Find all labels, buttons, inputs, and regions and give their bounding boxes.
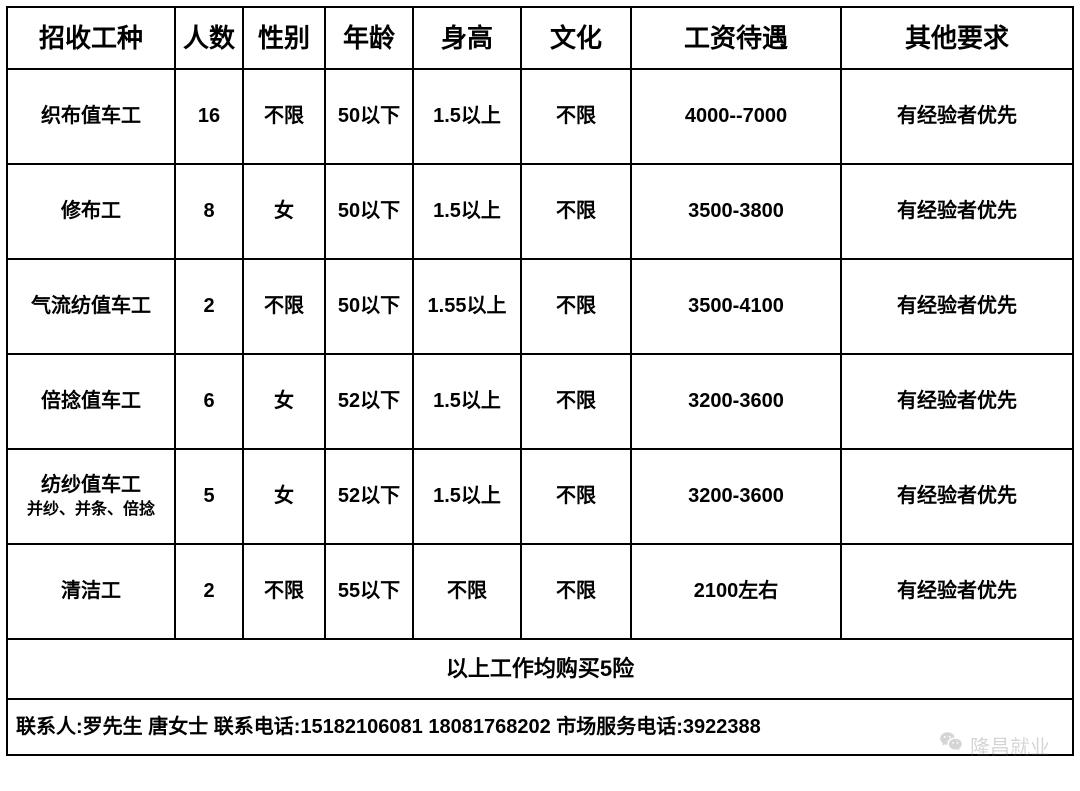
cell-other: 有经验者优先 <box>841 259 1073 354</box>
cell-gender: 不限 <box>243 69 325 164</box>
table-row: 织布值车工16不限50以下1.5以上不限4000--7000有经验者优先 <box>7 69 1073 164</box>
col-job: 招收工种 <box>7 7 175 69</box>
note-row: 以上工作均购买5险 <box>7 639 1073 699</box>
cell-height: 1.55以上 <box>413 259 521 354</box>
cell-gender: 女 <box>243 449 325 544</box>
cell-gender: 不限 <box>243 544 325 639</box>
cell-height: 1.5以上 <box>413 354 521 449</box>
cell-count: 6 <box>175 354 243 449</box>
cell-other: 有经验者优先 <box>841 449 1073 544</box>
job-subtitle: 并纱、并条、倍捻 <box>10 500 172 520</box>
cell-salary: 4000--7000 <box>631 69 841 164</box>
cell-gender: 女 <box>243 354 325 449</box>
job-title: 倍捻值车工 <box>41 390 141 412</box>
cell-job: 修布工 <box>7 164 175 259</box>
table-row: 清洁工2不限55以下不限不限2100左右有经验者优先 <box>7 544 1073 639</box>
cell-edu: 不限 <box>521 544 631 639</box>
col-gender: 性别 <box>243 7 325 69</box>
cell-height: 1.5以上 <box>413 449 521 544</box>
cell-salary: 2100左右 <box>631 544 841 639</box>
cell-count: 2 <box>175 259 243 354</box>
cell-salary: 3200-3600 <box>631 449 841 544</box>
cell-age: 50以下 <box>325 259 413 354</box>
contact-row: 联系人:罗先生 唐女士 联系电话:15182106081 18081768202… <box>7 699 1073 755</box>
job-title: 纺纱值车工 <box>41 474 141 496</box>
col-height: 身高 <box>413 7 521 69</box>
cell-age: 52以下 <box>325 354 413 449</box>
cell-edu: 不限 <box>521 69 631 164</box>
col-other: 其他要求 <box>841 7 1073 69</box>
cell-salary: 3200-3600 <box>631 354 841 449</box>
cell-count: 8 <box>175 164 243 259</box>
job-title: 清洁工 <box>61 580 121 602</box>
cell-height: 不限 <box>413 544 521 639</box>
cell-other: 有经验者优先 <box>841 544 1073 639</box>
cell-age: 55以下 <box>325 544 413 639</box>
cell-height: 1.5以上 <box>413 164 521 259</box>
note-cell: 以上工作均购买5险 <box>7 639 1073 699</box>
col-age: 年龄 <box>325 7 413 69</box>
job-title: 气流纺值车工 <box>31 295 151 317</box>
job-title: 织布值车工 <box>41 105 141 127</box>
cell-job: 清洁工 <box>7 544 175 639</box>
cell-other: 有经验者优先 <box>841 164 1073 259</box>
table-body: 织布值车工16不限50以下1.5以上不限4000--7000有经验者优先修布工8… <box>7 69 1073 639</box>
table-row: 倍捻值车工 6女52以下1.5以上不限3200-3600有经验者优先 <box>7 354 1073 449</box>
cell-count: 16 <box>175 69 243 164</box>
cell-job: 纺纱值车工并纱、并条、倍捻 <box>7 449 175 544</box>
cell-job: 织布值车工 <box>7 69 175 164</box>
cell-age: 50以下 <box>325 69 413 164</box>
cell-height: 1.5以上 <box>413 69 521 164</box>
table-row: 修布工 8女50以下1.5以上不限3500-3800有经验者优先 <box>7 164 1073 259</box>
cell-count: 2 <box>175 544 243 639</box>
cell-job: 气流纺值车工 <box>7 259 175 354</box>
col-count: 人数 <box>175 7 243 69</box>
contact-cell: 联系人:罗先生 唐女士 联系电话:15182106081 18081768202… <box>7 699 1073 755</box>
cell-edu: 不限 <box>521 259 631 354</box>
cell-other: 有经验者优先 <box>841 354 1073 449</box>
cell-gender: 不限 <box>243 259 325 354</box>
table-header-row: 招收工种 人数 性别 年龄 身高 文化 工资待遇 其他要求 <box>7 7 1073 69</box>
col-salary: 工资待遇 <box>631 7 841 69</box>
cell-count: 5 <box>175 449 243 544</box>
cell-edu: 不限 <box>521 164 631 259</box>
col-edu: 文化 <box>521 7 631 69</box>
recruitment-table: 招收工种 人数 性别 年龄 身高 文化 工资待遇 其他要求 织布值车工16不限5… <box>6 6 1074 756</box>
cell-job: 倍捻值车工 <box>7 354 175 449</box>
cell-gender: 女 <box>243 164 325 259</box>
cell-edu: 不限 <box>521 449 631 544</box>
cell-age: 52以下 <box>325 449 413 544</box>
table-row: 气流纺值车工2不限50以下1.55以上不限3500-4100有经验者优先 <box>7 259 1073 354</box>
cell-edu: 不限 <box>521 354 631 449</box>
cell-salary: 3500-3800 <box>631 164 841 259</box>
cell-salary: 3500-4100 <box>631 259 841 354</box>
cell-other: 有经验者优先 <box>841 69 1073 164</box>
job-title: 修布工 <box>61 200 121 222</box>
cell-age: 50以下 <box>325 164 413 259</box>
table-row: 纺纱值车工并纱、并条、倍捻5女52以下1.5以上不限3200-3600有经验者优… <box>7 449 1073 544</box>
